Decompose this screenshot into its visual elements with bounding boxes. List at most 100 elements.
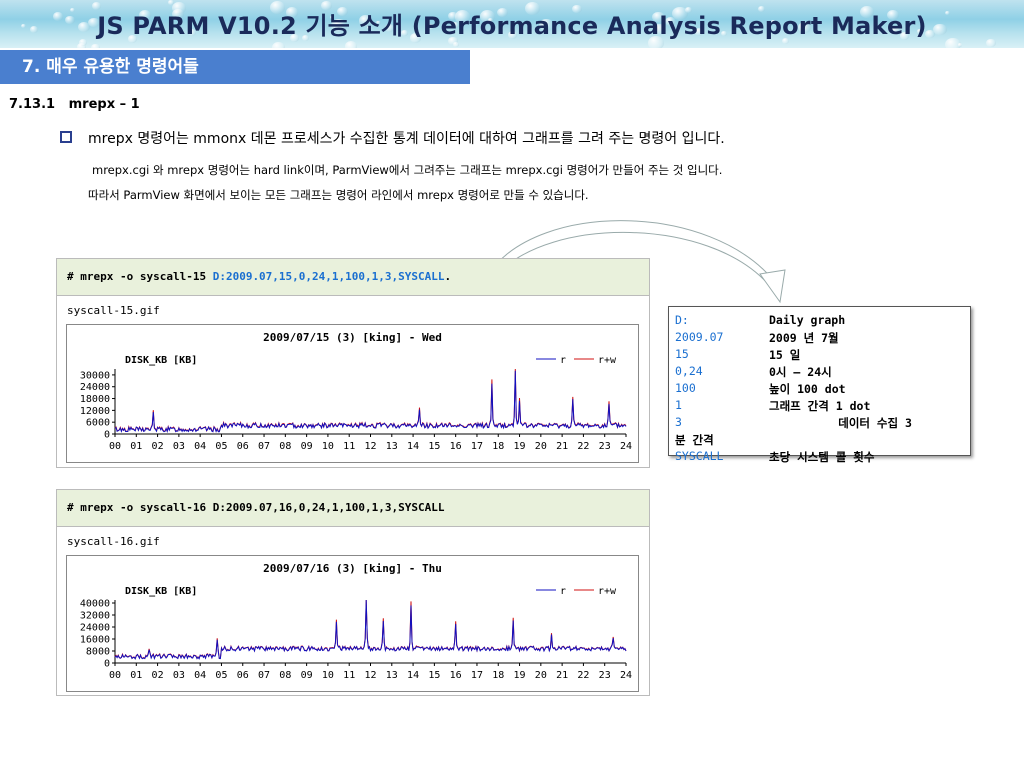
x-tick-label: 23 (599, 441, 611, 452)
water-drop-decoration (88, 17, 100, 28)
x-tick-label: 24 (620, 441, 632, 452)
legend-r-label: r (560, 586, 566, 597)
x-tick-label: 07 (258, 670, 270, 681)
legend-key: 15 (675, 347, 689, 361)
legend-key: 2009.07 (675, 330, 724, 344)
x-tick-label: 20 (535, 670, 547, 681)
water-drop-decoration (65, 15, 76, 25)
y-tick-label: 32000 (80, 611, 110, 622)
water-drop-decoration (358, 15, 372, 27)
water-drop-decoration (30, 26, 38, 33)
callout-arrow (489, 220, 786, 304)
legend-key: 3 (675, 415, 682, 429)
y-tick-label: 24000 (80, 623, 110, 634)
x-tick-label: 03 (173, 670, 185, 681)
x-tick-label: 15 (428, 670, 440, 681)
water-drop-decoration (933, 23, 947, 36)
water-drop-decoration (651, 11, 665, 23)
water-drop-decoration (331, 19, 347, 33)
x-tick-label: 01 (130, 441, 142, 452)
x-tick-label: 12 (364, 670, 376, 681)
description-line-2: mrepx.cgi 와 mrepx 명령어는 hard link이며, Parm… (92, 163, 723, 177)
x-tick-label: 09 (301, 670, 313, 681)
y-tick-label: 6000 (86, 418, 110, 429)
x-tick-label: 16 (450, 441, 462, 452)
legend-key: 100 (675, 381, 696, 395)
water-drop-decoration (290, 34, 300, 42)
legend-key: 1 (675, 398, 682, 412)
water-drop-decoration (167, 0, 174, 5)
section-header: 7. 매우 유용한 명령어들 (0, 50, 470, 84)
command-text: # mrepx -o syscall-15 (67, 270, 213, 283)
x-tick-label: 17 (471, 441, 483, 452)
bullet-square-icon (60, 131, 72, 143)
graph-filename: syscall-15.gif (67, 304, 160, 317)
x-tick-label: 20 (535, 441, 547, 452)
series-rw-line (114, 368, 627, 433)
water-drop-decoration (171, 8, 185, 20)
water-drop-decoration (524, 1, 541, 15)
water-drop-decoration (336, 6, 348, 16)
x-tick-label: 11 (343, 441, 355, 452)
water-drop-decoration (896, 25, 902, 31)
chart-title: 2009/07/15 (3) [king] - Wed (263, 331, 442, 344)
subsection-name: mrepx (68, 97, 116, 112)
x-tick-label: 02 (152, 670, 164, 681)
x-tick-label: 10 (322, 441, 334, 452)
legend-value: 초당 시스템 콜 횟수 (769, 450, 875, 464)
x-tick-label: 00 (109, 441, 121, 452)
x-tick-label: 18 (492, 670, 504, 681)
water-drop-decoration (69, 8, 75, 13)
command-panel-2: # mrepx -o syscall-16 D:2009.07,16,0,24,… (56, 489, 650, 696)
subsection-heading: 7.13.1 mrepx – 1 (9, 97, 140, 112)
water-drop-decoration (480, 10, 495, 23)
x-tick-label: 11 (343, 670, 355, 681)
water-drop-decoration (344, 40, 358, 48)
water-drop-decoration (366, 25, 372, 30)
water-drop-decoration (685, 6, 693, 13)
x-tick-label: 05 (215, 441, 227, 452)
legend-r-label: r (560, 355, 566, 366)
water-drop-decoration (53, 12, 63, 21)
command-text: # mrepx -o syscall-16 D:2009.07,16,0,24,… (67, 501, 445, 514)
chart-plot: DISK_KB [KB] r r+w060001200018000240003000… (80, 355, 632, 452)
x-tick-label: 14 (407, 441, 419, 452)
y-tick-label: 0 (104, 430, 110, 441)
legend-row: 분 간격 (675, 432, 714, 448)
x-tick-label: 08 (279, 441, 291, 452)
water-drop-decoration (986, 38, 996, 48)
water-drop-decoration (91, 2, 102, 11)
command-line: # mrepx -o syscall-15 D:2009.07,15,0,24,… (57, 259, 649, 296)
legend-row: 0,24 0시 – 24시 (675, 364, 832, 379)
command-highlight: D:2009.07,15,0,24,1,100,1,3,SYSCALL (212, 270, 445, 283)
x-tick-label: 06 (237, 441, 249, 452)
water-drop-decoration (376, 20, 381, 25)
y-tick-label: 12000 (80, 406, 110, 417)
legend-row: SYSCALL 초당 시스템 콜 횟수 (675, 449, 874, 464)
y-tick-label: 8000 (86, 647, 110, 658)
x-tick-label: 08 (279, 670, 291, 681)
legend-value: 15 일 (769, 348, 801, 362)
subsection-number: 7.13.1 (9, 97, 56, 112)
x-tick-label: 22 (577, 670, 589, 681)
water-drop-decoration (771, 19, 776, 24)
y-tick-label: 24000 (80, 382, 110, 393)
x-tick-label: 07 (258, 441, 270, 452)
water-drop-decoration (78, 38, 88, 46)
legend-value: 높이 100 dot (769, 382, 846, 396)
water-drop-decoration (269, 1, 285, 14)
water-drop-decoration (694, 28, 704, 37)
x-tick-label: 21 (556, 670, 568, 681)
legend-value: Daily graph (769, 313, 846, 327)
legend-value: 데이터 수집 3 (769, 416, 912, 430)
water-drop-decoration (889, 25, 900, 34)
water-drop-decoration (286, 7, 299, 18)
water-drop-decoration (301, 34, 309, 41)
water-drop-decoration (321, 0, 332, 10)
y-tick-label: 18000 (80, 394, 110, 405)
command-end: . (444, 270, 452, 283)
x-tick-label: 18 (492, 441, 504, 452)
series-label: DISK_KB [KB] (125, 586, 197, 597)
y-tick-label: 30000 (80, 370, 110, 381)
water-drop-decoration (757, 5, 765, 12)
